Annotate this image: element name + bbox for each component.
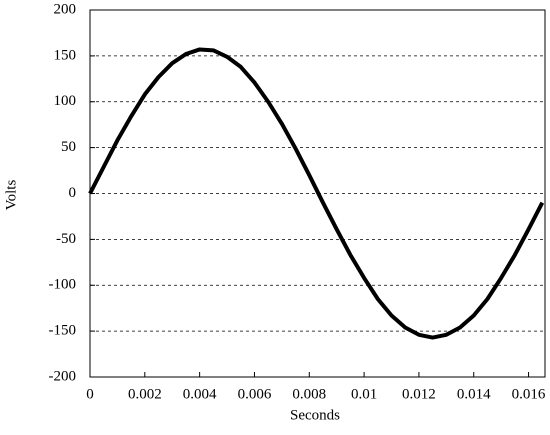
- x-tick-label: 0.016: [512, 386, 546, 402]
- y-tick-label: 0: [69, 185, 77, 201]
- x-tick-label: 0.008: [292, 386, 326, 402]
- y-axis-label: Volts: [3, 180, 19, 211]
- x-tick-label: 0.004: [183, 386, 217, 402]
- y-tick-label: 50: [61, 139, 76, 155]
- x-tick-label: 0.006: [238, 386, 272, 402]
- x-tick-label: 0.014: [457, 386, 491, 402]
- y-tick-label: -150: [49, 323, 77, 339]
- x-tick-label: 0.002: [128, 386, 162, 402]
- y-tick-label: -100: [49, 277, 77, 293]
- y-tick-label: 100: [54, 93, 77, 109]
- x-tick-label: 0.01: [351, 386, 377, 402]
- y-tick-label: 200: [54, 1, 77, 17]
- x-tick-label: 0.012: [402, 386, 436, 402]
- y-tick-label: -50: [56, 231, 76, 247]
- x-tick-label: 0: [86, 386, 94, 402]
- data-line: [88, 47, 545, 340]
- x-axis-label: Seconds: [290, 407, 340, 423]
- y-tick-label: 150: [54, 47, 77, 63]
- y-tick-label: -200: [49, 368, 77, 384]
